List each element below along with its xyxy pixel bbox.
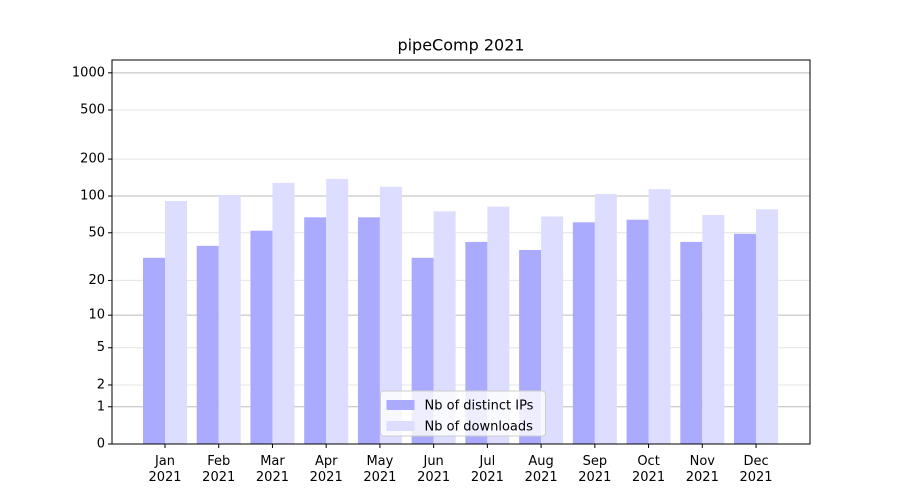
bar: [756, 209, 779, 444]
bar: [143, 257, 165, 444]
legend-box: [380, 390, 546, 437]
x-tick-label-line: Dec: [743, 454, 768, 469]
bar: [594, 193, 617, 444]
bar: [379, 186, 402, 444]
x-tick-label: Sep 2021: [578, 454, 611, 485]
bar: [572, 222, 595, 444]
x-tick-label-line: Oct: [637, 454, 659, 469]
y-tick-label: 2: [97, 377, 105, 392]
x-tick-label-line: 2021: [310, 470, 343, 485]
x-tick-label-line: Feb: [207, 454, 230, 469]
x-tick-label-line: 2021: [256, 470, 289, 485]
bar: [218, 195, 241, 444]
x-tick-label-line: 2021: [471, 470, 504, 485]
plot-frame: [111, 59, 811, 445]
x-tick-label-line: 2021: [148, 470, 181, 485]
legend-swatch: [386, 421, 415, 431]
x-tick-label-line: 2021: [417, 470, 450, 485]
x-tick-label-line: 2021: [202, 470, 235, 485]
x-tick-label-line: May: [366, 454, 393, 469]
x-tick-label-line: 2021: [525, 470, 558, 485]
y-tick-label: 5: [97, 340, 105, 355]
x-tick-label-line: 2021: [363, 470, 396, 485]
bar: [304, 217, 327, 444]
bar: [326, 178, 349, 444]
x-tick-label-line: Sep: [583, 454, 608, 469]
x-tick-label: Feb 2021: [202, 454, 235, 485]
y-tick-label: 500: [80, 103, 105, 118]
x-tick-label: Nov 2021: [686, 454, 719, 485]
x-tick-label: Jul 2021: [471, 454, 504, 485]
y-tick-label: 1: [97, 399, 105, 414]
x-tick-label-line: 2021: [686, 470, 719, 485]
bar: [702, 214, 725, 444]
y-tick-label: 0: [97, 437, 105, 452]
bar: [541, 216, 564, 444]
chart-title: pipeComp 2021: [397, 36, 524, 55]
legend-label: Nb of distinct IPs: [425, 399, 534, 414]
bar: [196, 245, 219, 444]
bar: [250, 230, 273, 444]
x-tick-label-line: 2021: [632, 470, 665, 485]
x-tick-label: Jun 2021: [417, 454, 450, 485]
bar: [433, 211, 456, 444]
legend-swatch: [386, 400, 415, 410]
x-tick-label-line: Jan: [154, 454, 175, 469]
x-tick-label: May 2021: [363, 454, 396, 485]
y-tick-label: 20: [88, 273, 105, 288]
x-tick-label: Aug 2021: [525, 454, 558, 485]
bar: [626, 219, 649, 444]
y-tick-label: 100: [80, 189, 105, 204]
bar: [487, 206, 510, 444]
x-tick-label-line: Nov: [690, 454, 716, 469]
x-tick-label: Oct 2021: [632, 454, 665, 485]
y-tick-label: 10: [88, 308, 105, 323]
x-tick-label-line: 2021: [739, 470, 772, 485]
x-tick-label: Dec 2021: [739, 454, 772, 485]
y-tick-label: 200: [80, 152, 105, 167]
x-tick-label: Jan 2021: [148, 454, 181, 485]
y-tick-label: 50: [88, 225, 105, 240]
x-tick-label-line: 2021: [578, 470, 611, 485]
bar: [648, 189, 671, 444]
x-tick-label-line: Jul: [479, 454, 496, 469]
bar: [357, 217, 380, 444]
x-tick-label-line: Mar: [260, 454, 285, 469]
x-tick-label-line: Jun: [422, 454, 443, 469]
bar: [680, 241, 703, 444]
x-tick-label: Mar 2021: [256, 454, 289, 485]
legend-label: Nb of downloads: [425, 420, 534, 435]
x-tick-label: Apr 2021: [310, 454, 343, 485]
y-tick-label: 1000: [72, 65, 105, 80]
bar: [734, 233, 757, 444]
bar: [165, 201, 187, 444]
x-tick-label-line: Apr: [315, 454, 338, 469]
bar: [272, 182, 295, 444]
x-tick-label-line: Aug: [528, 454, 553, 469]
